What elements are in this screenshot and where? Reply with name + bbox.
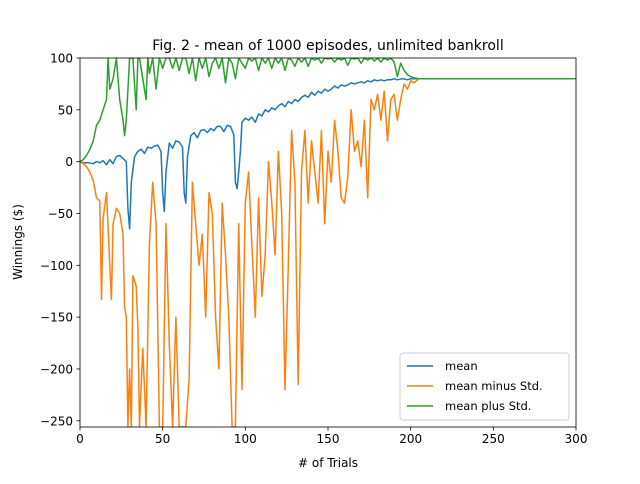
x-tick-label: 250 — [482, 432, 505, 446]
x-tick-label: 100 — [234, 432, 257, 446]
y-tick-label: −250 — [40, 414, 73, 428]
series-line-1 — [80, 77, 576, 427]
chart-title: Fig. 2 - mean of 1000 episodes, unlimite… — [152, 38, 503, 54]
legend-label-0: mean — [445, 359, 478, 373]
y-tick-label: −200 — [40, 362, 73, 376]
y-axis-label: Winnings ($) — [11, 204, 25, 280]
legend-box — [399, 352, 570, 421]
x-tick-label: 200 — [399, 432, 422, 446]
y-tick-label: −50 — [48, 207, 73, 221]
legend: mean mean minus Std. mean plus Std. — [399, 352, 570, 421]
legend-label-1: mean minus Std. — [445, 379, 543, 393]
series-line-2 — [80, 58, 576, 163]
series-layer — [80, 58, 576, 427]
axes-layer: 0 50 100 150 200 250 300 −250 −200 −150 −100 −50 0 50… — [40, 52, 587, 447]
y-tick-label: −150 — [40, 311, 73, 325]
x-tick-label: 300 — [565, 432, 588, 446]
x-axis-label: # of Trials — [298, 456, 358, 470]
y-tick-label: 100 — [50, 52, 73, 66]
y-tick-label: 0 — [65, 155, 73, 169]
y-tick-label: 50 — [58, 103, 73, 117]
legend-label-2: mean plus Std. — [445, 399, 531, 413]
x-tick-label: 50 — [155, 432, 170, 446]
series-line-0 — [80, 77, 576, 230]
x-tick-label: 150 — [317, 432, 340, 446]
x-tick-label: 0 — [76, 432, 84, 446]
y-tick-label: −100 — [40, 259, 73, 273]
